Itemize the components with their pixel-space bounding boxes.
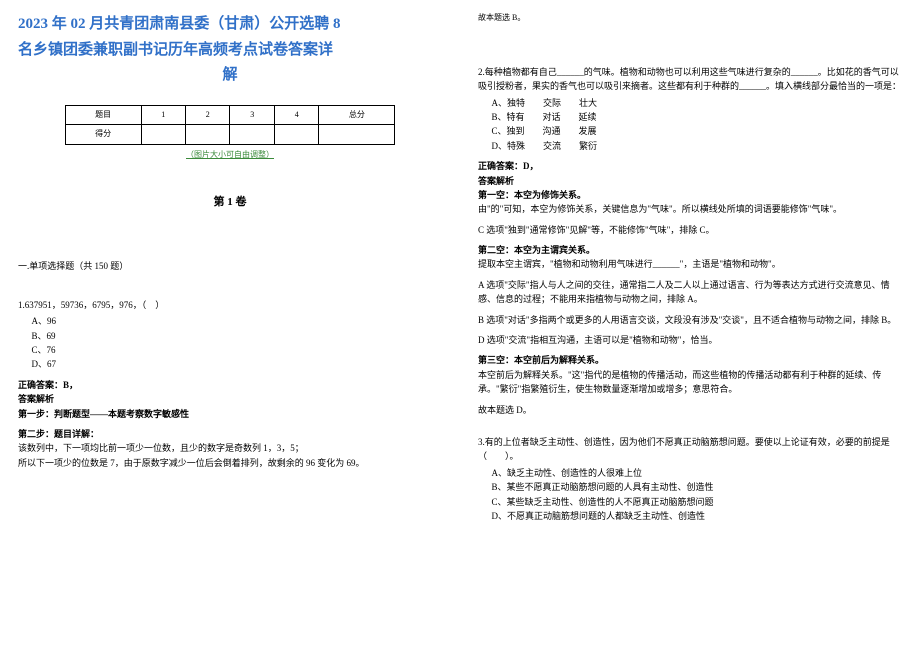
score-row-label: 得分 xyxy=(65,125,141,145)
score-h4: 4 xyxy=(274,105,318,125)
q2-s2e: D 选项"交流"指相互沟通，主语可以是"植物和动物"，恰当。 xyxy=(478,333,902,347)
score-h3: 3 xyxy=(230,105,274,125)
continuation-note: 故本题选 B。 xyxy=(478,12,902,25)
q1-step2a: 第二步：题目详解： xyxy=(18,427,442,441)
question-2: 2.每种植物都有自己______的气味。植物和动物也可以利用这些气味进行复杂的_… xyxy=(478,65,902,417)
q1-step2b: 该数列中，下一项均比前一项少一位数，且少的数字是奇数列 1，3，5； xyxy=(18,441,442,455)
q2-s1c: C 选项"独到"通常修饰"见解"等，不能修饰"气味"，排除 C。 xyxy=(478,223,902,237)
q2-s2c: A 选项"交际"指人与人之间的交往，通常指二人及二人以上通过语言、行为等表达方式… xyxy=(478,278,902,307)
section-1-title: 一.单项选择题（共 150 题） xyxy=(18,259,442,273)
score-h2: 2 xyxy=(186,105,230,125)
q2-stem: 2.每种植物都有自己______的气味。植物和动物也可以利用这些气味进行复杂的_… xyxy=(478,65,902,94)
q2-s2d: B 选项"对话"多指两个或更多的人用语言交谈，文段没有涉及"交谈"，且不适合植物… xyxy=(478,313,902,327)
q2-opt-c: C、独到 沟通 发展 xyxy=(492,124,903,138)
q3-stem: 3.有的上位者缺乏主动性、创造性，因为他们不愿真正动脑筋想问题。要使以上论证有效… xyxy=(478,435,902,464)
question-3: 3.有的上位者缺乏主动性、创造性，因为他们不愿真正动脑筋想问题。要使以上论证有效… xyxy=(478,435,902,523)
q3-opt-a: A、缺乏主动性、创造性的人很难上位 xyxy=(492,466,903,480)
q2-opt-b: B、特有 对话 延续 xyxy=(492,110,903,124)
q1-step2c: 所以下一项少的位数是 7，由于原数字减少一位后会倒着排列，故剩余的 96 变化为… xyxy=(18,456,442,470)
q2-s3c: 故本题选 D。 xyxy=(478,403,902,417)
q1-stem: 1.637951，59736，6795，976，（ ） xyxy=(18,298,442,312)
q2-opt-d: D、特殊 交流 繁衍 xyxy=(492,139,903,153)
score-header-row: 题目 1 2 3 4 总分 xyxy=(65,105,395,125)
volume-title: 第 1 卷 xyxy=(18,194,442,212)
q1-opt-c: C、76 xyxy=(32,343,443,357)
score-value-row: 得分 xyxy=(65,125,395,145)
q2-s1b: 由"的"可知，本空为修饰关系，关键信息为"气味"。所以横线处所填的词语要能修饰"… xyxy=(478,202,902,216)
q3-opt-d: D、不愿真正动脑筋想问题的人都缺乏主动性、创造性 xyxy=(492,509,903,523)
q2-opt-a: A、独特 交际 壮大 xyxy=(492,96,903,110)
score-h1: 1 xyxy=(141,105,185,125)
q2-s2b: 提取本空主谓宾，"植物和动物利用气味进行______"，主语是"植物和动物"。 xyxy=(478,257,902,271)
image-size-note: （图片大小可自由调整） xyxy=(18,149,442,162)
q1-analysis-label: 答案解析 xyxy=(18,392,442,406)
q2-s1: 第一空：本空为修饰关系。 xyxy=(478,188,902,202)
q1-opt-a: A、96 xyxy=(32,314,443,328)
q3-opt-c: C、某些缺乏主动性、创造性的人不愿真正动脑筋想问题 xyxy=(492,495,903,509)
q3-opt-b: B、某些不愿真正动脑筋想问题的人具有主动性、创造性 xyxy=(492,480,903,494)
q2-s3: 第三空：本空前后为解释关系。 xyxy=(478,353,902,367)
q1-step1: 第一步：判断题型——本题考察数字敏感性 xyxy=(18,407,442,421)
question-1: 1.637951，59736，6795，976，（ ） A、96 B、69 C、… xyxy=(18,298,442,470)
q1-opt-d: D、67 xyxy=(32,357,443,371)
q2-s2: 第二空：本空为主谓宾关系。 xyxy=(478,243,902,257)
q1-opt-b: B、69 xyxy=(32,329,443,343)
q2-s3b: 本空前后为解释关系。"这"指代的是植物的传播活动，而这些植物的传播活动都有利于种… xyxy=(478,368,902,397)
title-line2: 名乡镇团委兼职副书记历年高频考点试卷答案详 xyxy=(18,42,333,58)
q1-answer: 正确答案：B， xyxy=(18,378,442,392)
title-line3: 解 xyxy=(222,67,237,83)
score-h0: 题目 xyxy=(65,105,141,125)
score-table: 题目 1 2 3 4 总分 得分 xyxy=(65,105,396,146)
q2-answer: 正确答案：D， xyxy=(478,159,902,173)
score-h5: 总分 xyxy=(319,105,395,125)
title-line1: 2023 年 02 月共青团肃南县委（甘肃）公开选聘 8 xyxy=(18,16,341,32)
q2-analysis-label: 答案解析 xyxy=(478,174,902,188)
